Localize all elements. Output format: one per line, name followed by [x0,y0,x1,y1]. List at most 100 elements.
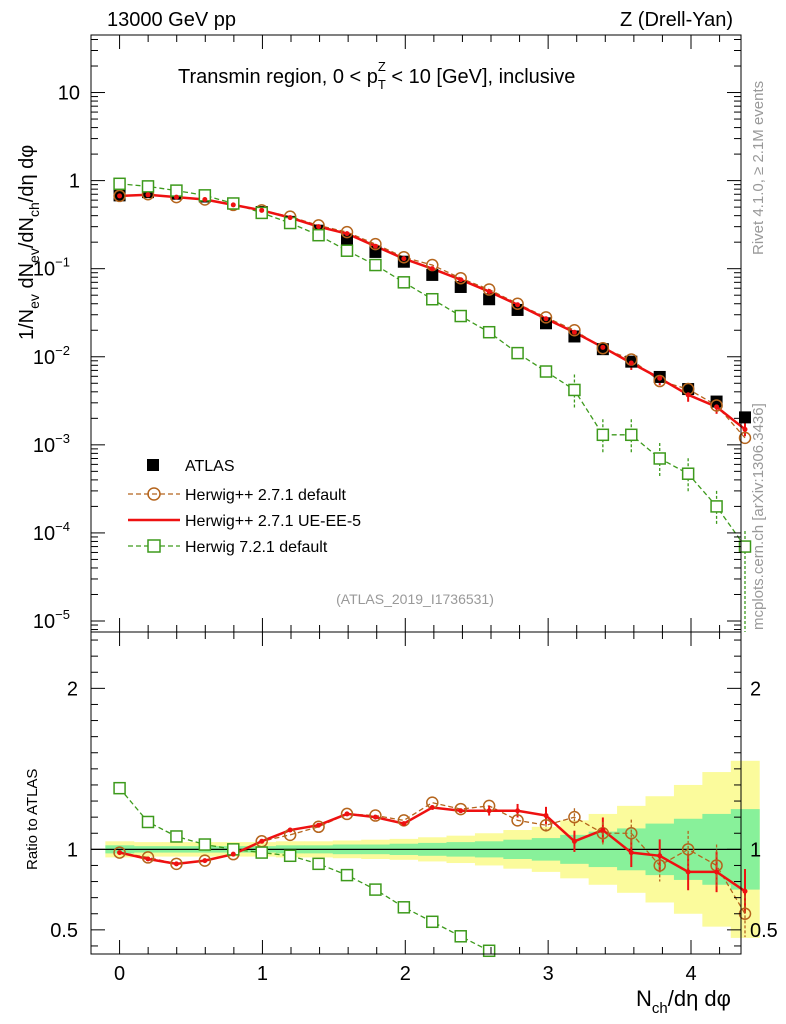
herwig-default-point [653,374,666,388]
ue-ee5-point [287,215,293,221]
herwig-default-point [454,271,467,285]
herwig-default-point [596,341,610,355]
main-y-tick-label: 10−4 [33,519,70,545]
x-tick-label: 0 [114,963,125,985]
ratio-herwig7-point [283,849,297,863]
ue-ee5-point [202,197,208,203]
ratio-ue-ee5-point [202,858,208,864]
ue-ee5-point [173,194,179,200]
ue-ee5-point [486,289,492,295]
ue-ee5-point [685,392,691,398]
ue-ee5-point [372,243,378,249]
ratio-ue-ee5-point [515,808,521,814]
legend-herwig-default-label: Herwig++ 2.7.1 default [185,487,347,504]
x-tick-label: 2 [400,963,411,985]
herwig7-point [255,206,268,220]
ratio-herwig-default-point [539,818,553,832]
main-y-tick-label: 1 [69,171,80,193]
plot-title: Transmin region, 0 < pZ T < 10 [GeV], inc… [178,59,575,92]
herwig-default-point [369,237,382,251]
herwig7-point [426,292,439,306]
main-axis-ticks: 10−5 10−4 10−3 10−2 10−1 1 10 [33,35,741,633]
ue-ee5-point [316,224,322,230]
ratio-y-tick-label-left: 2 [67,678,78,700]
herwig7-point [539,365,553,378]
ue-ee5-point [117,193,123,199]
main-y-tick-label: 10−1 [33,255,70,281]
main-plot-content [113,177,752,632]
mcplots-url-label: mcplots.cern.ch [arXiv:1306.3436] [750,403,767,630]
ratio-herwig-default-point [568,810,581,824]
rivet-version-label: Rivet 4.1.0, ≥ 2.1M events [750,81,767,255]
atlas-data-point [682,383,695,396]
ue-ee5-point [429,266,435,272]
ratio-y-tick-label-right: 2 [750,678,761,700]
legend-herwig7-label: Herwig 7.2.1 default [185,539,328,556]
ratio-ue-ee5-point [685,869,691,875]
x-tick-label: 1 [257,963,268,985]
ratio-ue-ee5-point [543,813,549,819]
ue-ee5-point [571,329,577,335]
ratio-ue-ee5-point [742,888,748,894]
header-left: 13000 GeV pp [107,9,236,31]
main-y-tick-label: 10−2 [33,343,70,369]
ue-ee5-point [600,344,606,350]
legend-atlas-label: ATLAS [185,458,235,475]
herwig-default-point [113,189,126,203]
ue-ee5-point [742,426,748,432]
ratio-herwig7-point [340,868,354,882]
ratio-herwig7-point [482,944,496,958]
ratio-ue-ee5-point [316,822,322,828]
ratio-ue-ee5-point [486,808,492,814]
herwig-default-point [738,431,752,445]
ratio-herwig7-point [170,830,183,843]
ratio-ue-ee5-point [173,861,179,867]
ue-ee5-point [515,302,521,308]
ratio-ue-ee5-point [230,851,236,857]
ratio-herwig-default-point [653,859,666,872]
ratio-herwig-default-point [198,854,212,867]
herwig7-point [681,467,695,480]
ratio-y-tick-label-right: 1 [750,839,761,861]
ratio-ue-ee5-point [344,811,350,817]
ratio-ue-ee5-point [429,804,435,810]
ratio-herwig-default-point [369,809,382,822]
analysis-id-watermark: (ATLAS_2019_I1736531) [336,591,494,607]
ue-ee5-point [714,404,720,410]
ratio-herwig7-point [454,930,467,943]
ratio-herwig-default-point [511,814,524,827]
herwig7-point [340,244,354,257]
atlas-data-point [710,395,723,408]
ratio-herwig-default-point [113,846,126,859]
ratio-ue-ee5-point [372,814,378,820]
ratio-herwig-default-point [312,820,325,834]
ratio-ue-ee5-point [287,827,293,833]
ratio-herwig7-point [369,883,382,896]
ue-ee5-point [543,316,549,322]
herwig7-point [454,309,467,323]
ratio-panel: 0.5 0.5 1 1 2 2 0 1 2 3 4 Ratio to ATLAS Nch/dη dφ [24,631,778,1017]
ratio-y-tick-label-left: 1 [67,839,78,861]
x-tick-label: 4 [685,963,696,985]
ratio-ue-ee5-point [458,808,464,814]
herwig7-point [710,500,723,513]
ratio-plot-content [91,760,760,958]
herwig7-point [312,228,325,242]
legend-herwig-default-marker [147,487,161,501]
x-axis-label: Nch/dη dφ [636,986,731,1017]
ratio-herwig7-point [426,915,439,929]
herwig7-point [141,180,155,193]
ratio-ue-ee5-point [401,821,407,827]
ratio-ue-ee5-point [600,827,606,833]
ue-ee5-point [628,360,634,366]
atlas-data-point [739,411,751,424]
legend: ATLAS Herwig++ 2.7.1 default Herwig++ 2.… [128,458,361,556]
ue-ee5-point [657,375,663,381]
ratio-ue-ee5-point [657,853,663,859]
main-y-tick-label: 10−5 [33,607,70,633]
ratio-herwig7-point [198,838,212,851]
ratio-y-axis-label: Ratio to ATLAS [24,769,41,870]
ratio-frame [90,631,742,955]
main-y-tick-label: 10 [58,83,80,105]
